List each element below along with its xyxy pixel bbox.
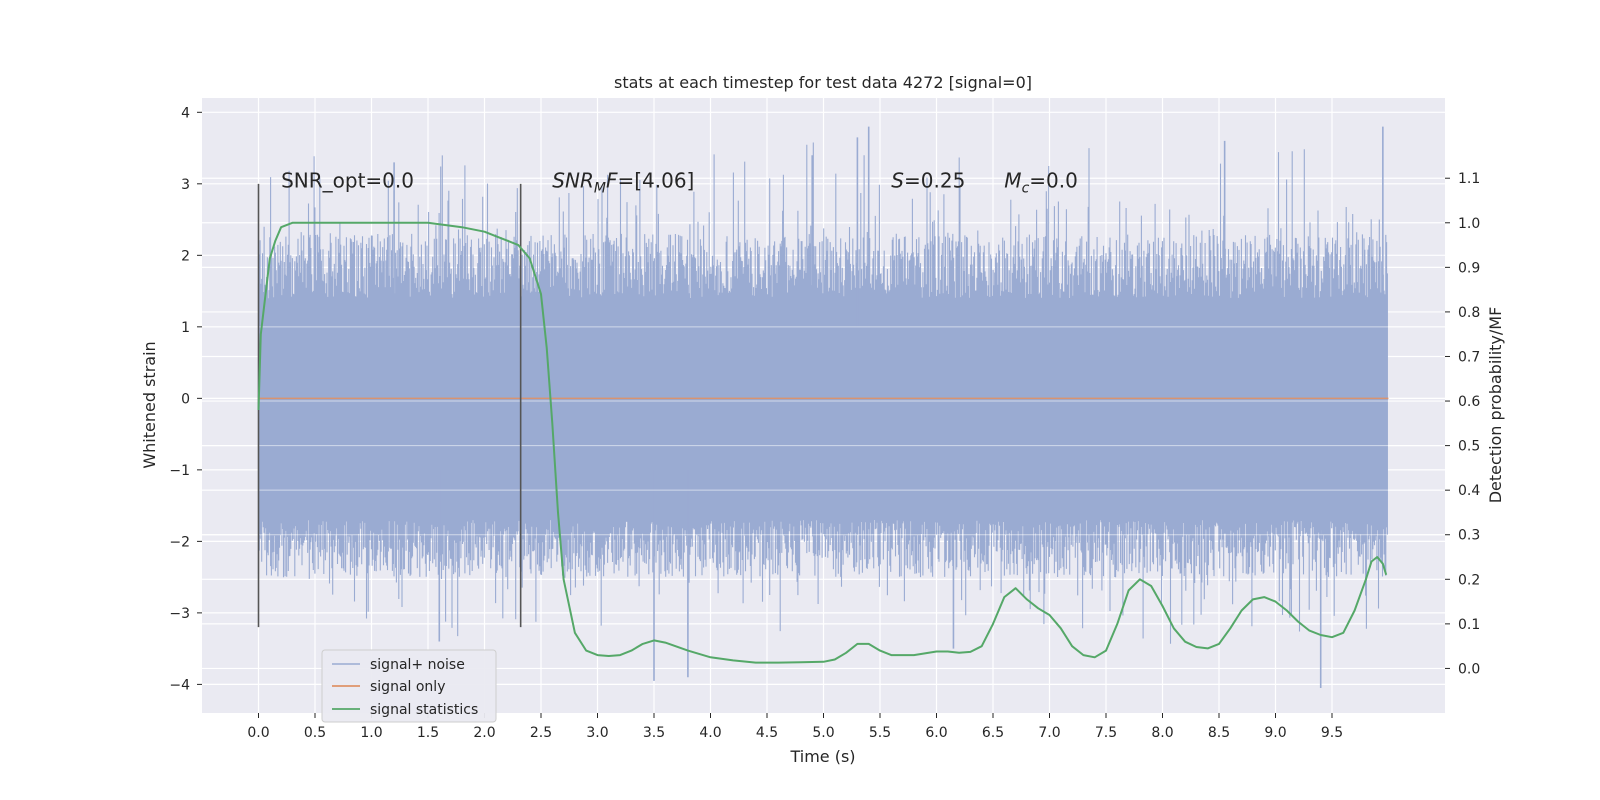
x-tick-label-16: 8.0 (1151, 725, 1173, 741)
x-tick-label-18: 9.0 (1264, 725, 1286, 741)
y-tick-label-5: −1 (169, 463, 190, 479)
y2-tick-label-11: 0.0 (1458, 661, 1480, 677)
x-tick-label-14: 7.0 (1038, 725, 1060, 741)
x-tick-label-0: 0.0 (247, 725, 269, 741)
x-tick-label-1: 0.5 (304, 725, 326, 741)
x-axis-label: Time (s) (789, 747, 855, 766)
y2-tick-label-2: 0.9 (1458, 260, 1480, 276)
y-tick-label-3: 1 (181, 320, 190, 336)
x-tick-label-7: 3.5 (643, 725, 665, 741)
y2-tick-label-5: 0.6 (1458, 394, 1480, 410)
annotation-0: SNR_opt=0.0 (281, 168, 414, 192)
legend-label-statistics: signal statistics (370, 702, 478, 718)
y-tick-label-1: 3 (181, 177, 190, 193)
x-tick-label-15: 7.5 (1095, 725, 1117, 741)
x-tick-label-9: 4.5 (756, 725, 778, 741)
y2-axis-label: Detection probability/MF (1486, 307, 1505, 504)
chart-title: stats at each timestep for test data 427… (614, 73, 1032, 92)
x-tick-label-12: 6.0 (925, 725, 947, 741)
y2-tick-label-0: 1.1 (1458, 171, 1480, 187)
y2-tick-label-7: 0.4 (1458, 483, 1480, 499)
y2-tick-label-9: 0.2 (1458, 572, 1480, 588)
x-tick-label-17: 8.5 (1208, 725, 1230, 741)
x-tick-label-10: 5.0 (812, 725, 834, 741)
y2-tick-label-4: 0.7 (1458, 349, 1480, 365)
y-tick-label-8: −4 (169, 677, 190, 693)
legend: signal+ noise signal only signal statist… (321, 649, 497, 723)
x-tick-label-8: 4.0 (699, 725, 721, 741)
x-tick-label-6: 3.0 (586, 725, 608, 741)
y2-axis-ticks: 1.1 1.0 0.9 0.8 0.7 0.6 0.5 0.4 0.3 0.2 0.1 0.0 (1445, 171, 1480, 677)
x-tick-label-19: 9.5 (1321, 725, 1343, 741)
y2-tick-label-1: 1.0 (1458, 216, 1480, 232)
y-tick-label-6: −2 (169, 534, 190, 550)
y-axis-ticks: 4 3 2 1 0 −1 −2 −3 −4 (169, 105, 202, 693)
annotations: SNR_opt=0.0 SNRMF=[4.06] S=0.25 Mc=0.0 (281, 168, 1078, 196)
annotation-1: SNRMF=[4.06] (552, 168, 694, 196)
y-tick-label-0: 4 (181, 105, 190, 121)
y-axis-label: Whitened strain (140, 341, 159, 468)
y2-tick-label-10: 0.1 (1458, 617, 1480, 633)
legend-box (321, 649, 497, 723)
y-tick-label-7: −3 (169, 606, 190, 622)
x-tick-label-4: 2.0 (473, 725, 495, 741)
y2-tick-label-8: 0.3 (1458, 528, 1480, 544)
x-tick-label-2: 1.0 (360, 725, 382, 741)
x-tick-label-13: 6.5 (982, 725, 1004, 741)
signal-statistics-series (257, 221, 1388, 664)
signal-noise-series (257, 126, 1388, 688)
signal-statistics-line (257, 221, 1388, 664)
legend-label-signal: signal only (370, 679, 445, 695)
y-tick-label-2: 2 (181, 248, 190, 264)
x-tick-label-5: 2.5 (530, 725, 552, 741)
x-axis-ticks: 0.0 0.5 1.0 1.5 2.0 2.5 3.0 3.5 4.0 4.5 5.0 5.5 6.0 6… (247, 713, 1343, 741)
x-tick-label-3: 1.5 (417, 725, 439, 741)
y2-tick-label-3: 0.8 (1458, 305, 1480, 321)
y-tick-label-4: 0 (181, 391, 190, 407)
y2-tick-label-6: 0.5 (1458, 439, 1480, 455)
grid-lines-overlay (202, 326, 1445, 536)
annotation-2: S=0.25 (891, 168, 965, 192)
noise-core-band (258, 323, 1388, 492)
legend-label-noise: signal+ noise (370, 657, 465, 673)
annotation-3: Mc=0.0 (1004, 168, 1078, 196)
x-tick-label-11: 5.5 (869, 725, 891, 741)
